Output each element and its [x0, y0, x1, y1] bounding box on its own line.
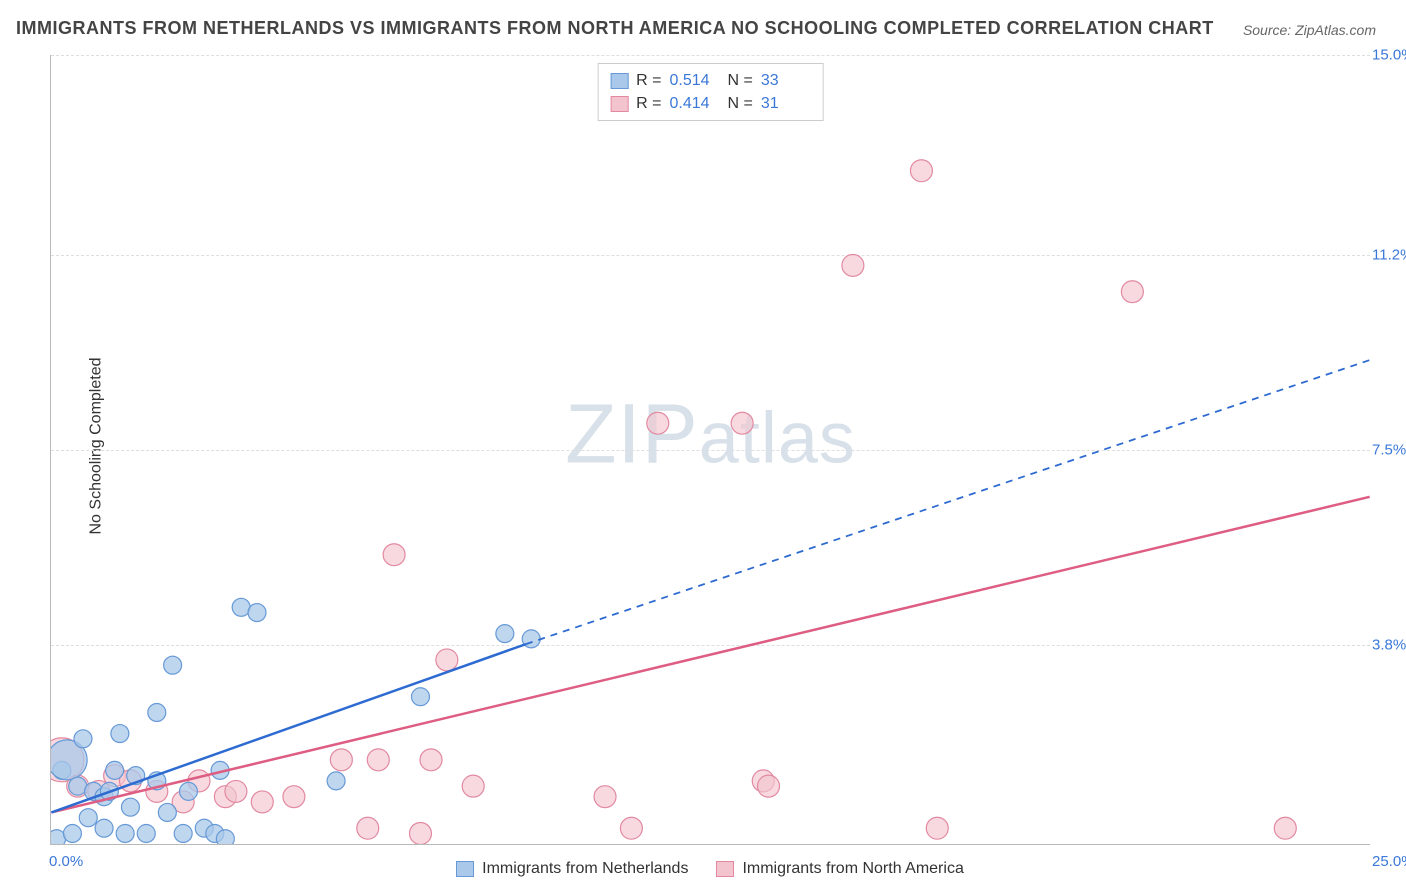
scatter-point — [926, 817, 948, 839]
scatter-point — [111, 725, 129, 743]
scatter-point — [594, 786, 616, 808]
scatter-point — [248, 604, 266, 622]
swatch-series-b — [610, 96, 628, 112]
scatter-point — [330, 749, 352, 771]
scatter-point — [910, 160, 932, 182]
bottom-legend: Immigrants from Netherlands Immigrants f… — [50, 860, 1370, 878]
scatter-point — [164, 656, 182, 674]
scatter-point — [436, 649, 458, 671]
scatter-svg — [51, 55, 1370, 844]
y-tick-label: 7.5% — [1372, 442, 1406, 459]
scatter-point — [496, 625, 514, 643]
scatter-point — [251, 791, 273, 813]
scatter-point — [148, 704, 166, 722]
scatter-point — [121, 798, 139, 816]
regression-line — [526, 360, 1370, 644]
scatter-point — [79, 809, 97, 827]
scatter-point — [1121, 281, 1143, 303]
legend-item-series-a: Immigrants from Netherlands — [456, 860, 688, 878]
scatter-point — [216, 830, 234, 844]
scatter-point — [367, 749, 389, 771]
scatter-point — [106, 761, 124, 779]
scatter-point — [1274, 817, 1296, 839]
n-label-b: N = — [728, 92, 753, 115]
scatter-point — [327, 772, 345, 790]
correlation-stats-box: R = 0.514 N = 33 R = 0.414 N = 31 — [597, 63, 824, 121]
regression-line — [51, 497, 1369, 813]
scatter-point — [174, 824, 192, 842]
scatter-point — [758, 775, 780, 797]
legend-swatch-a — [456, 861, 474, 877]
scatter-point — [137, 824, 155, 842]
scatter-point — [283, 786, 305, 808]
y-tick-label: 15.0% — [1372, 47, 1406, 64]
stats-row-series-b: R = 0.414 N = 31 — [610, 92, 811, 115]
stats-row-series-a: R = 0.514 N = 33 — [610, 69, 811, 92]
scatter-point — [74, 730, 92, 748]
scatter-point — [409, 822, 431, 844]
n-value-a: 33 — [761, 69, 811, 92]
r-value-b: 0.414 — [670, 92, 720, 115]
scatter-point — [179, 782, 197, 800]
scatter-point — [357, 817, 379, 839]
scatter-point — [462, 775, 484, 797]
r-value-a: 0.514 — [670, 69, 720, 92]
scatter-point — [383, 544, 405, 566]
legend-label-b: Immigrants from North America — [742, 860, 963, 878]
legend-label-a: Immigrants from Netherlands — [482, 860, 688, 878]
swatch-series-a — [610, 73, 628, 89]
r-label-a: R = — [636, 69, 661, 92]
scatter-point — [225, 780, 247, 802]
scatter-point — [63, 824, 81, 842]
source-attribution: Source: ZipAtlas.com — [1243, 22, 1376, 38]
y-tick-label: 11.2% — [1372, 247, 1406, 264]
r-label-b: R = — [636, 92, 661, 115]
chart-title: IMMIGRANTS FROM NETHERLANDS VS IMMIGRANT… — [16, 18, 1214, 39]
scatter-point — [842, 254, 864, 276]
scatter-point — [647, 412, 669, 434]
scatter-point — [420, 749, 442, 771]
scatter-point — [116, 824, 134, 842]
scatter-point — [158, 803, 176, 821]
scatter-point — [731, 412, 753, 434]
legend-swatch-b — [716, 861, 734, 877]
scatter-point — [411, 688, 429, 706]
legend-item-series-b: Immigrants from North America — [716, 860, 963, 878]
scatter-point — [620, 817, 642, 839]
plot-area: ZIPatlas 3.8%7.5%11.2%15.0% R = 0.514 N … — [50, 55, 1370, 845]
n-label-a: N = — [728, 69, 753, 92]
y-tick-label: 3.8% — [1372, 636, 1406, 653]
n-value-b: 31 — [761, 92, 811, 115]
scatter-point — [95, 819, 113, 837]
x-tick-end: 25.0% — [1372, 853, 1406, 870]
